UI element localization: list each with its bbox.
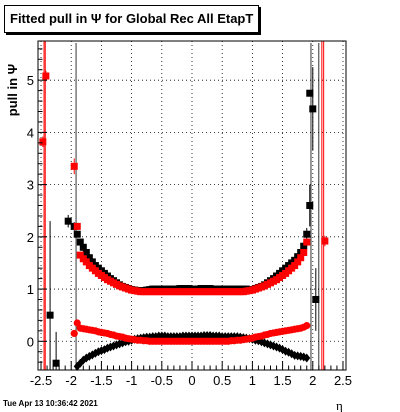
black-width-point-80 bbox=[300, 242, 308, 250]
x-axis: -2.5 -2 -1.5 -1 -0.5 0 0.5 1 1.5 2 2.5 bbox=[30, 361, 352, 388]
red-width-point-2 bbox=[70, 162, 78, 170]
black-mean-point-76 bbox=[303, 353, 311, 363]
black-width-point-7 bbox=[79, 243, 87, 251]
timestamp: Tue Apr 13 10:36:42 2021 bbox=[3, 399, 98, 408]
y-tick-label-5: 5 bbox=[27, 73, 34, 88]
x-tick-label-8: 1.5 bbox=[274, 373, 292, 388]
black-outlier-point-0 bbox=[306, 89, 314, 97]
series-red-mean bbox=[70, 319, 311, 345]
black-width-point-6 bbox=[76, 238, 84, 246]
red-width-point-80 bbox=[321, 237, 329, 245]
y-tick-label-3: 3 bbox=[27, 178, 34, 193]
black-width-point-81 bbox=[303, 230, 311, 238]
red-width-point-4 bbox=[76, 251, 84, 259]
y-tick-label-1: 1 bbox=[27, 282, 34, 297]
x-tick-label-10: 2.5 bbox=[334, 373, 352, 388]
y-tick-label-2: 2 bbox=[27, 230, 34, 245]
y-axis: 0 1 2 3 4 5 bbox=[27, 48, 47, 363]
x-tick-label-7: 1 bbox=[249, 373, 256, 388]
black-width-point-5 bbox=[73, 230, 81, 238]
red-width-point-76 bbox=[294, 258, 302, 266]
x-tick-label-5: 0 bbox=[188, 373, 195, 388]
red-mean-point-1 bbox=[73, 319, 81, 327]
black-width-point-84 bbox=[312, 296, 320, 303]
black-width-point-3 bbox=[64, 217, 72, 225]
series-black-width bbox=[46, 67, 320, 370]
black-width-point-8 bbox=[82, 249, 90, 256]
x-tick-label-2: -1.5 bbox=[90, 373, 112, 388]
red-width-point-78 bbox=[300, 249, 308, 256]
red-width-point-77 bbox=[297, 254, 305, 262]
black-width-point-83 bbox=[309, 105, 317, 113]
grid bbox=[38, 41, 346, 370]
x-tick-label-6: 0.5 bbox=[213, 373, 231, 388]
black-width-point-9 bbox=[85, 254, 93, 262]
y-tick-label-0: 0 bbox=[27, 334, 34, 349]
reference-lines bbox=[43, 41, 325, 370]
red-width-point-6 bbox=[82, 258, 90, 266]
red-width-point-1 bbox=[42, 72, 50, 80]
red-mean-point-77 bbox=[303, 322, 311, 330]
red-width-point-3 bbox=[73, 222, 81, 230]
x-tick-label-0: -2.5 bbox=[30, 373, 52, 388]
red-width-point-0 bbox=[39, 138, 47, 146]
red-width-point-75 bbox=[291, 262, 299, 270]
x-tick-label-3: -1 bbox=[126, 373, 138, 388]
x-tick-label-1: -2 bbox=[65, 373, 77, 388]
black-width-point-82 bbox=[306, 202, 314, 209]
series-red-width bbox=[39, 70, 329, 296]
black-width-point-10 bbox=[88, 258, 96, 266]
y-axis-label: pull in Ψ bbox=[5, 64, 20, 116]
x-axis-label: η bbox=[336, 398, 343, 412]
chart-title: Fitted pull in Ψ for Global Rec All Etap… bbox=[4, 5, 260, 33]
red-mean-point-0 bbox=[70, 329, 78, 338]
red-width-point-79 bbox=[303, 238, 311, 246]
black-width-point-1 bbox=[52, 359, 60, 367]
y-tick-label-4: 4 bbox=[27, 125, 34, 140]
x-tick-label-4: -0.5 bbox=[151, 373, 173, 388]
x-tick-label-9: 2 bbox=[309, 373, 316, 388]
black-width-point-0 bbox=[46, 311, 54, 319]
